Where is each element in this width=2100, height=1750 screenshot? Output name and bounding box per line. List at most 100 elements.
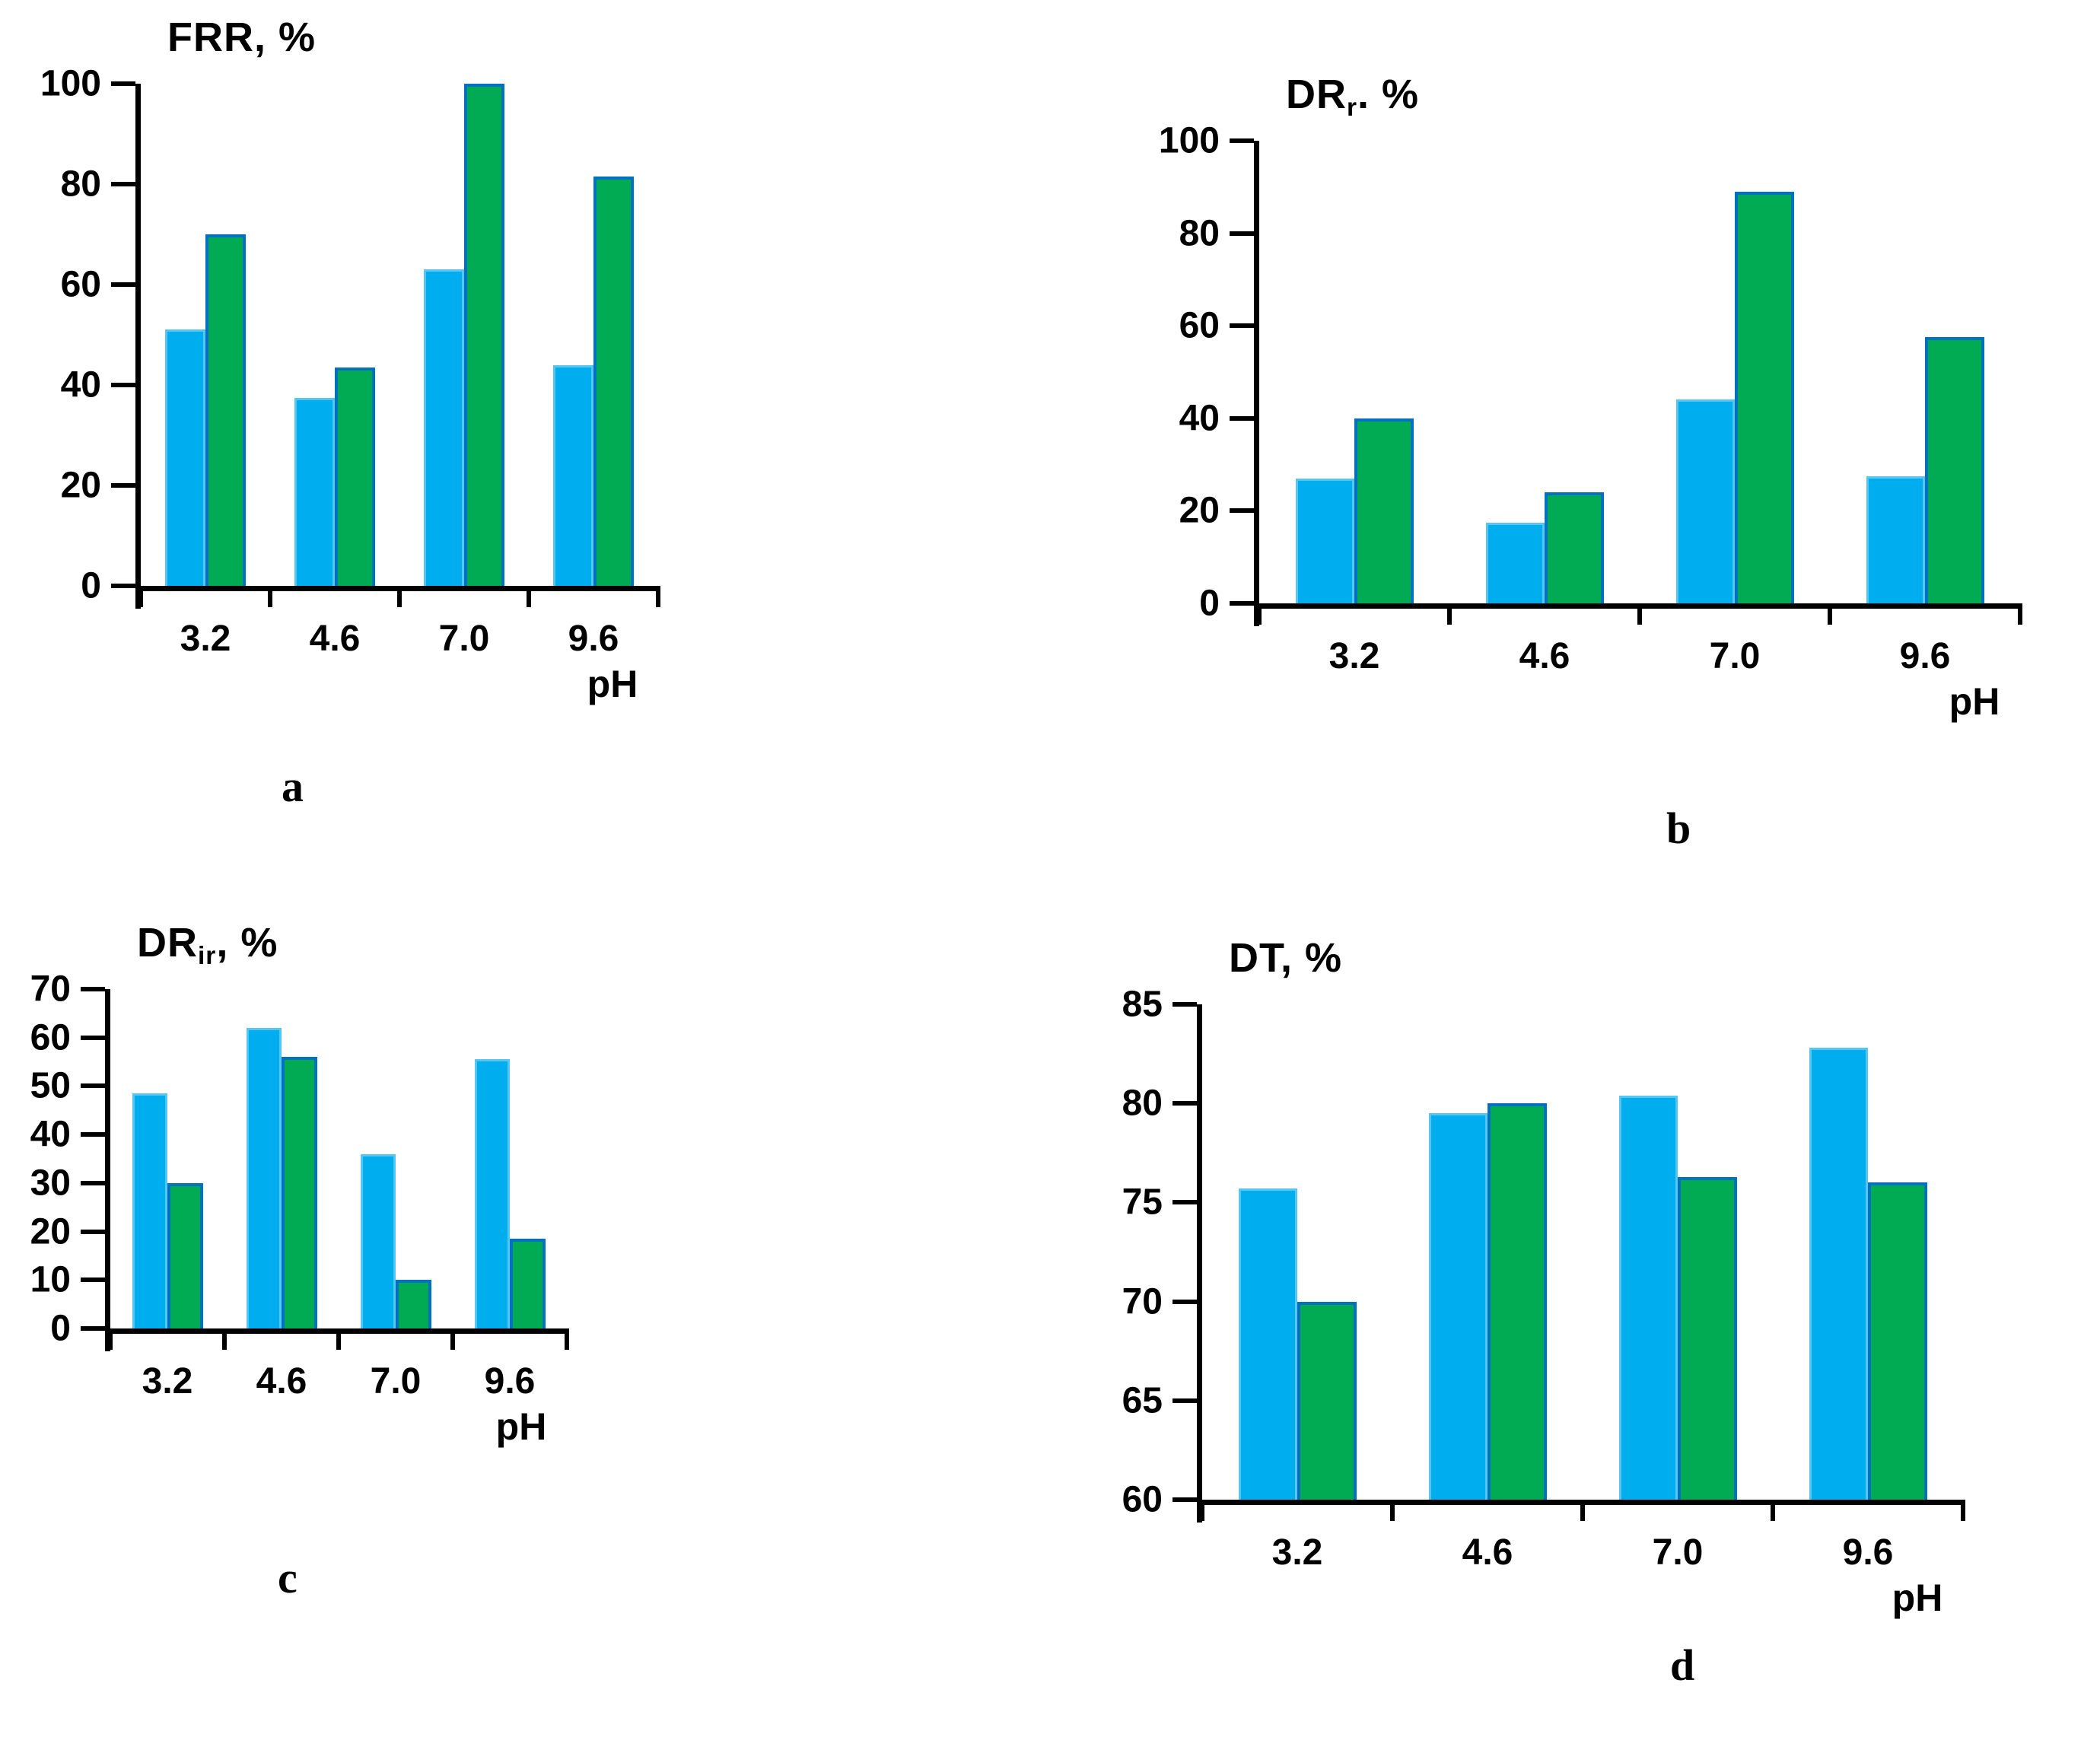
bar-green-9.6 (510, 1239, 546, 1328)
x-category-label: 3.2 (1271, 1532, 1323, 1573)
x-category-label: 4.6 (309, 619, 361, 659)
panel-letter: d (1670, 1640, 1695, 1690)
y-tick-label: 100 (40, 63, 101, 104)
x-axis (1254, 603, 2020, 609)
x-axis (105, 1328, 567, 1334)
bar-green-9.6 (1868, 1182, 1927, 1500)
y-tick (1172, 1200, 1197, 1205)
y-tick (81, 1326, 105, 1331)
bar-blue-4.6 (1428, 1113, 1488, 1500)
y-tick-label: 75 (1122, 1182, 1163, 1223)
y-axis (105, 989, 110, 1351)
y-axis (135, 84, 141, 609)
y-tick-label: 0 (1199, 583, 1220, 624)
x-category-label: 9.6 (568, 619, 619, 659)
bar-blue-9.6 (553, 364, 593, 586)
y-tick (111, 282, 135, 287)
y-tick-label: 80 (1122, 1083, 1163, 1124)
y-tick (1230, 508, 1254, 514)
y-tick (81, 1083, 105, 1089)
chart-title-subscript: ir (198, 942, 217, 971)
y-tick-label: 60 (1179, 305, 1220, 346)
y-tick-label: 20 (1179, 490, 1220, 531)
y-tick-label: 40 (30, 1114, 71, 1155)
y-tick (1230, 231, 1254, 236)
y-tick (1172, 1101, 1197, 1106)
y-axis (1197, 1004, 1202, 1522)
plot-area: 0 20 40 60 80 100 3.2 4.6 7.0 9.6 (1159, 121, 2022, 676)
y-tick (111, 584, 135, 588)
x-tick (1200, 1500, 1204, 1521)
y-tick (1172, 1497, 1197, 1502)
x-tick (1637, 603, 1642, 625)
y-tick-label: 80 (1179, 213, 1220, 254)
bar-green-3.2 (167, 1182, 203, 1328)
chart-title: DT, % (1229, 934, 1342, 982)
y-tick-label: 80 (60, 164, 101, 205)
y-tick-label: 60 (1122, 1479, 1163, 1520)
bar-blue-4.6 (246, 1027, 282, 1328)
bar-blue-4.6 (1485, 522, 1545, 603)
bar-blue-3.2 (165, 329, 205, 586)
x-tick (222, 1328, 227, 1350)
y-axis (1254, 141, 1259, 626)
y-tick-label: 60 (30, 1017, 71, 1058)
x-tick (1961, 1500, 1965, 1521)
y-tick-label: 70 (30, 969, 71, 1010)
bar-green-4.6 (282, 1057, 317, 1328)
bar-green-7.0 (1735, 191, 1794, 603)
y-tick (81, 1180, 105, 1185)
chart-title-subscript: r (1347, 94, 1358, 123)
bar-green-4.6 (1488, 1103, 1547, 1500)
x-tick (1580, 1500, 1585, 1521)
bar-blue-7.0 (424, 269, 464, 586)
panel-frr: FRR, % 0 20 40 60 80 100 3.2 4.6 7.0 9.6 pH a (0, 0, 1050, 875)
y-tick (81, 1035, 105, 1040)
y-tick (111, 483, 135, 488)
plot-area: 0 20 40 60 80 100 3.2 4.6 7.0 9.6 (40, 64, 660, 659)
bar-green-4.6 (1545, 492, 1604, 603)
y-tick-label: 50 (30, 1065, 71, 1106)
chart-title-text: FRR, % (167, 14, 316, 60)
bar-green-7.0 (1678, 1176, 1737, 1500)
chart-title-text: DR (1286, 72, 1347, 117)
x-category-label: 9.6 (484, 1361, 536, 1402)
y-tick (1172, 1002, 1197, 1007)
bar-green-7.0 (396, 1280, 431, 1328)
bar-blue-9.6 (1809, 1048, 1868, 1500)
x-axis (1197, 1500, 1963, 1505)
x-axis-unit-label: pH (1892, 1577, 1943, 1619)
chart-title: DRr. % (1286, 71, 1419, 123)
bar-green-4.6 (335, 367, 375, 586)
x-tick (1257, 603, 1262, 625)
y-tick-label: 40 (1179, 398, 1220, 439)
bar-blue-4.6 (294, 397, 335, 586)
y-tick-label: 30 (30, 1163, 71, 1204)
plot-area: 0 10 20 30 40 50 60 70 3.2 4.6 7.0 9.6 (30, 969, 569, 1402)
y-tick (111, 383, 135, 387)
x-tick (336, 1328, 341, 1350)
x-tick (565, 1328, 569, 1350)
plot-area: 60 65 70 75 80 85 3.2 4.6 7.0 9.6 (1122, 985, 1965, 1573)
x-category-label: 4.6 (1519, 636, 1570, 676)
panel-letter: c (278, 1553, 298, 1602)
x-tick (1771, 1500, 1775, 1521)
panel-letter: b (1666, 803, 1691, 853)
y-tick (81, 1229, 105, 1234)
chart-title-text: . % (1357, 72, 1420, 117)
x-category-label: 9.6 (1899, 636, 1951, 676)
y-tick (1172, 1398, 1197, 1403)
bar-green-3.2 (1354, 418, 1414, 603)
x-category-label: 4.6 (256, 1361, 307, 1402)
x-tick (450, 1328, 455, 1350)
y-tick-label: 20 (60, 465, 101, 506)
bar-blue-3.2 (1295, 478, 1354, 603)
x-category-label: 9.6 (1842, 1532, 1894, 1573)
x-category-label: 7.0 (370, 1361, 422, 1402)
x-axis-unit-label: pH (495, 1405, 547, 1448)
y-tick-label: 60 (60, 264, 101, 305)
y-tick (1230, 138, 1254, 143)
x-tick (1390, 1500, 1395, 1521)
y-tick-label: 40 (60, 364, 101, 406)
